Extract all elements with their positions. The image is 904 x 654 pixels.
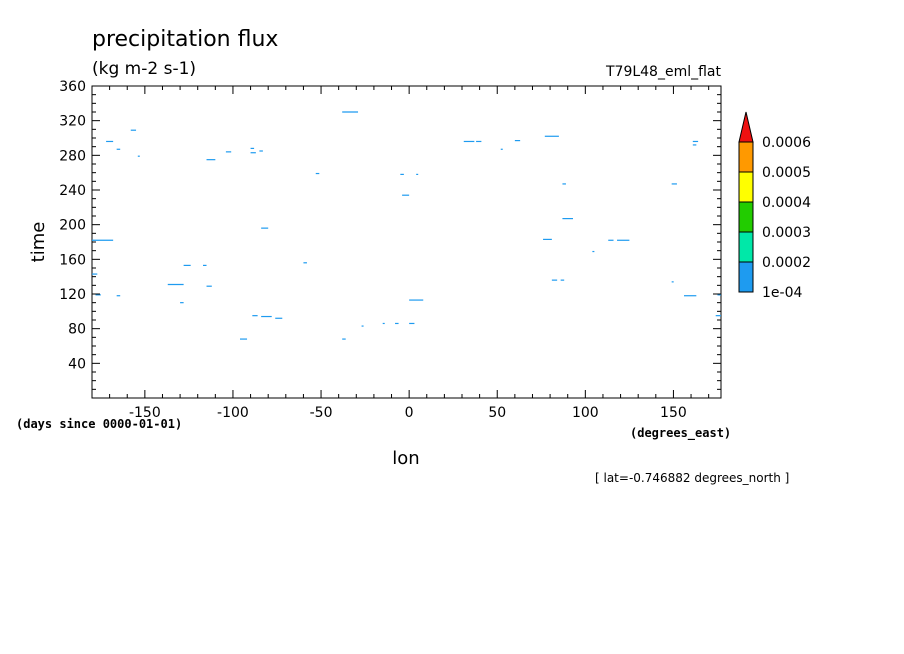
x-axis: -150 -100 -50 0 50 100 150	[109, 86, 710, 421]
slice-note: [ lat=-0.746882 degrees_north ]	[595, 471, 789, 485]
y-axis: 40 80 120 160 200 240 280 320 360	[59, 79, 721, 390]
feature-layer	[92, 111, 721, 340]
y-tick-label: 120	[59, 287, 86, 303]
colorbar-label: 0.0005	[762, 165, 811, 181]
x-axis-label: lon	[392, 448, 419, 469]
x-tick-label: -100	[217, 405, 249, 421]
x-tick-label: 100	[572, 405, 599, 421]
x-tick-label: -50	[310, 405, 333, 421]
colorbar-label: 1e-04	[762, 285, 802, 301]
colorbar-label: 0.0003	[762, 225, 811, 241]
y-tick-label: 40	[68, 356, 86, 372]
x-tick-label: 0	[405, 405, 414, 421]
colorbar-label: 0.0002	[762, 255, 811, 271]
y-tick-label: 360	[59, 79, 86, 95]
chart-title: precipitation flux	[92, 27, 278, 52]
x-tick-label: -150	[129, 405, 161, 421]
colorbar: 1e-04 0.0002 0.0003 0.0004 0.0005 0.0006	[738, 111, 811, 301]
y-units-label: (days since 0000-01-01)	[16, 417, 182, 431]
colorbar-segment-0	[738, 261, 754, 293]
experiment-label: T79L48_eml_flat	[605, 64, 722, 80]
y-tick-label: 320	[59, 114, 86, 130]
x-tick-label: 150	[660, 405, 687, 421]
y-tick-label: 160	[59, 252, 86, 268]
colorbar-label: 0.0006	[762, 135, 811, 151]
x-units-label: (degrees_east)	[630, 426, 731, 441]
colorbar-segment-3	[738, 171, 754, 203]
colorbar-segment-4	[738, 141, 754, 173]
plot-area	[91, 85, 722, 399]
y-tick-label: 200	[59, 218, 86, 234]
chart-units: (kg m-2 s-1)	[92, 59, 196, 79]
colorbar-extend-max	[738, 111, 754, 143]
x-tick-label: 50	[488, 405, 506, 421]
y-tick-label: 80	[68, 322, 86, 338]
y-axis-label: time	[28, 222, 49, 263]
y-tick-label: 280	[59, 148, 86, 164]
y-tick-label: 240	[59, 183, 86, 199]
colorbar-segment-1	[738, 231, 754, 263]
colorbar-segment-2	[738, 201, 754, 233]
colorbar-label: 0.0004	[762, 195, 811, 211]
